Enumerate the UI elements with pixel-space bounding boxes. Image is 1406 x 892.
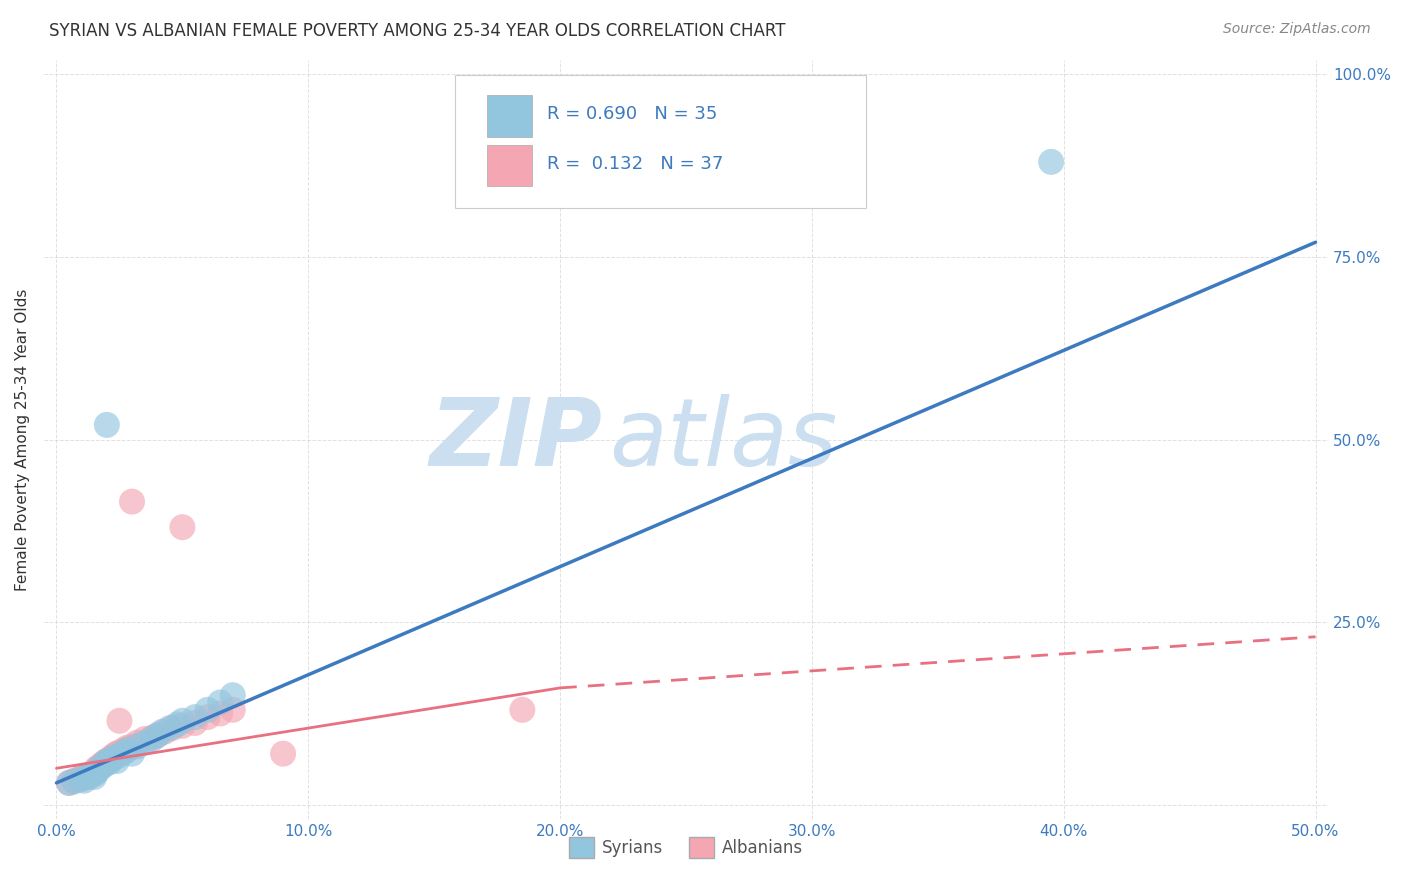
- Point: [512, 703, 534, 717]
- Point: [108, 714, 131, 728]
- Point: [89, 760, 111, 774]
- Point: [96, 754, 118, 768]
- Point: [63, 774, 86, 789]
- Point: [134, 732, 156, 747]
- Point: [114, 745, 136, 759]
- Point: [166, 717, 188, 731]
- Point: [58, 776, 80, 790]
- Point: [197, 703, 219, 717]
- Point: [86, 764, 108, 779]
- Point: [70, 770, 93, 784]
- Point: [93, 756, 115, 770]
- Point: [77, 770, 100, 784]
- Point: [1040, 154, 1063, 169]
- Point: [125, 739, 148, 754]
- Text: ZIP: ZIP: [430, 393, 603, 485]
- Point: [70, 772, 93, 787]
- Point: [63, 773, 86, 788]
- Point: [108, 745, 131, 759]
- Point: [172, 520, 194, 534]
- Text: SYRIAN VS ALBANIAN FEMALE POVERTY AMONG 25-34 YEAR OLDS CORRELATION CHART: SYRIAN VS ALBANIAN FEMALE POVERTY AMONG …: [49, 22, 786, 40]
- Point: [172, 714, 194, 728]
- Point: [83, 770, 105, 784]
- Point: [93, 757, 115, 772]
- Point: [271, 747, 294, 761]
- Point: [96, 754, 118, 768]
- Point: [222, 703, 245, 717]
- Point: [105, 747, 128, 761]
- Point: [162, 721, 184, 735]
- Point: [108, 748, 131, 763]
- Point: [125, 736, 148, 750]
- Point: [73, 773, 96, 788]
- Point: [121, 494, 143, 508]
- Point: [98, 756, 121, 770]
- Text: R = 0.690   N = 35: R = 0.690 N = 35: [547, 105, 717, 123]
- Point: [105, 754, 128, 768]
- Legend: Syrians, Albanians: Syrians, Albanians: [562, 830, 810, 864]
- Point: [80, 767, 103, 781]
- Point: [146, 728, 169, 742]
- Point: [146, 728, 169, 742]
- Point: [153, 724, 176, 739]
- Point: [67, 772, 90, 787]
- Point: [134, 736, 156, 750]
- Point: [209, 706, 232, 721]
- Point: [76, 770, 98, 784]
- Point: [90, 757, 112, 772]
- Text: Source: ZipAtlas.com: Source: ZipAtlas.com: [1223, 22, 1371, 37]
- Point: [115, 740, 138, 755]
- Point: [89, 761, 111, 775]
- Point: [222, 688, 245, 702]
- Point: [77, 768, 100, 782]
- Point: [73, 768, 96, 782]
- Point: [184, 716, 207, 731]
- Point: [96, 417, 118, 432]
- FancyBboxPatch shape: [486, 95, 531, 137]
- Point: [90, 760, 112, 774]
- FancyBboxPatch shape: [486, 145, 531, 186]
- Text: atlas: atlas: [609, 394, 837, 485]
- Point: [86, 761, 108, 775]
- Point: [58, 776, 80, 790]
- Point: [209, 696, 232, 710]
- Point: [197, 710, 219, 724]
- Point: [141, 732, 163, 747]
- Point: [159, 721, 181, 735]
- Point: [98, 752, 121, 766]
- Point: [83, 767, 105, 781]
- Point: [121, 739, 143, 754]
- Point: [101, 752, 124, 766]
- Point: [83, 764, 105, 779]
- Point: [121, 747, 143, 761]
- Point: [103, 750, 125, 764]
- Point: [115, 743, 138, 757]
- Point: [101, 750, 124, 764]
- Point: [150, 724, 173, 739]
- Point: [172, 719, 194, 733]
- Point: [114, 743, 136, 757]
- Y-axis label: Female Poverty Among 25-34 Year Olds: Female Poverty Among 25-34 Year Olds: [15, 288, 30, 591]
- Point: [141, 731, 163, 745]
- Point: [184, 710, 207, 724]
- Text: R =  0.132   N = 37: R = 0.132 N = 37: [547, 154, 724, 173]
- FancyBboxPatch shape: [456, 75, 866, 208]
- Point: [103, 748, 125, 763]
